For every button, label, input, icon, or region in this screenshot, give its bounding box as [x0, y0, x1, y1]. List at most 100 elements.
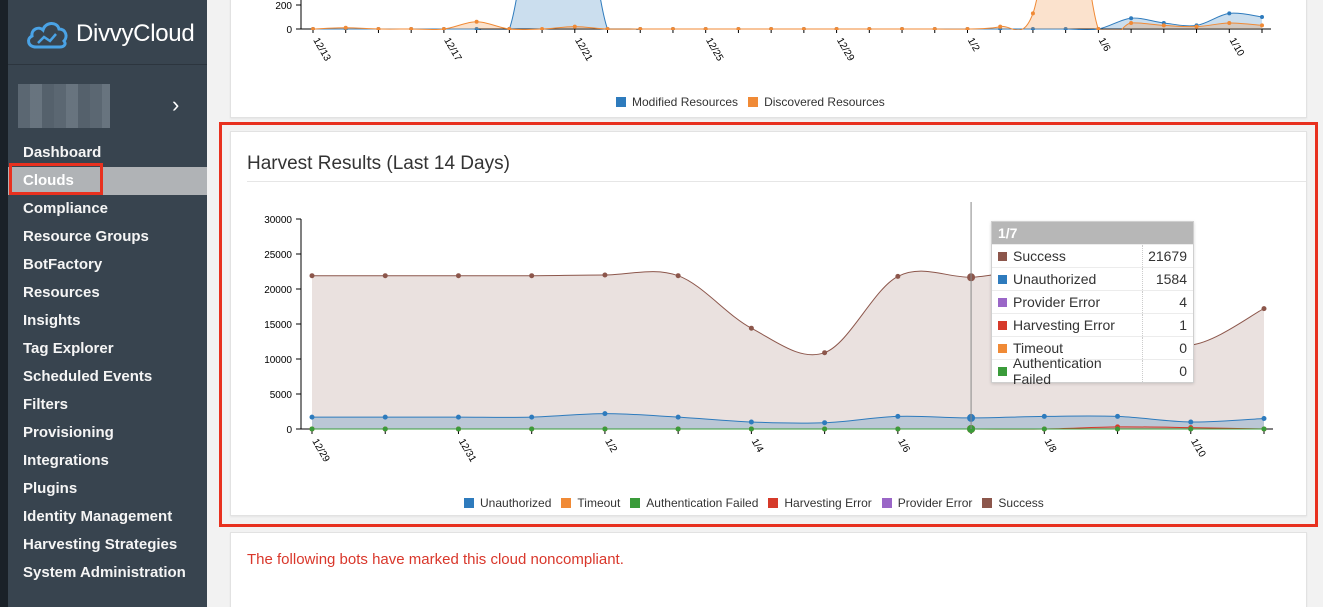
sidebar: DivvyCloud › Dashboard Clouds Compliance Re… — [8, 0, 207, 607]
sidebar-item-plugins[interactable]: Plugins — [23, 480, 78, 497]
sidebar-item-provisioning[interactable]: Provisioning — [23, 424, 114, 441]
legend-label: Success — [998, 496, 1044, 510]
data-point — [1188, 426, 1194, 432]
data-point — [409, 27, 414, 30]
legend-label: Harvesting Error — [784, 496, 872, 510]
data-point — [822, 426, 828, 432]
tooltip-series-name: Provider Error — [992, 291, 1143, 313]
tooltip-series-label: Timeout — [1013, 340, 1064, 356]
data-point — [455, 273, 461, 279]
data-point — [602, 426, 608, 432]
sidebar-item-insights[interactable]: Insights — [23, 312, 81, 329]
legend-item-timeout[interactable]: Timeout — [561, 496, 620, 510]
sidebar-item-tag-explorer[interactable]: Tag Explorer — [23, 340, 114, 357]
data-point — [1260, 23, 1264, 28]
tooltip-row: Success 21679 — [992, 244, 1193, 267]
data-point — [822, 350, 828, 356]
tooltip-row: Timeout 0 — [992, 336, 1193, 359]
sidebar-item-system-administration[interactable]: System Administration — [23, 564, 186, 581]
y-tick-label: 30000 — [264, 215, 292, 226]
data-point — [1260, 15, 1264, 19]
sidebar-item-clouds[interactable]: Clouds — [8, 167, 207, 195]
sidebar-item-compliance[interactable]: Compliance — [23, 200, 109, 217]
sidebar-item-scheduled-events[interactable]: Scheduled Events — [23, 368, 153, 385]
sidebar-item-harvesting-strategies[interactable]: Harvesting Strategies — [23, 536, 178, 553]
sidebar-item-identity-management[interactable]: Identity Management — [23, 508, 173, 525]
logo-text: DivvyCloud — [76, 20, 195, 47]
data-point — [455, 426, 461, 432]
x-tick-label: 1/6 — [1096, 36, 1113, 54]
sidebar-item-integrations[interactable]: Integrations — [23, 452, 109, 469]
series-line-modified-resources — [313, 0, 1263, 30]
sidebar-item-resource-groups[interactable]: Resource Groups — [23, 228, 149, 245]
tooltip-series-label: Authentication Failed — [1012, 355, 1102, 387]
data-point — [895, 273, 901, 279]
data-point — [343, 25, 348, 30]
sidebar-nav: Dashboard Clouds Compliance Resource Groups… — [8, 139, 207, 587]
x-tick-label: 12/13 — [310, 36, 332, 64]
harvest-legend: Unauthorized Timeout Authentication Fail… — [464, 496, 1054, 510]
series-area-discovered-resources — [313, 0, 1262, 30]
sidebar-item-filters[interactable]: Filters — [23, 396, 69, 413]
chevron-right-icon[interactable]: › — [172, 92, 180, 117]
legend-item-provider-error[interactable]: Provider Error — [881, 496, 972, 510]
y-tick-label: 10000 — [264, 355, 292, 366]
x-tick-label: 1/10 — [1227, 36, 1246, 59]
data-point — [703, 27, 708, 30]
tooltip-series-name: Authentication Failed — [992, 355, 1143, 387]
legend-item-unauthorized[interactable]: Unauthorized — [464, 496, 551, 510]
legend-item-authentication-failed[interactable]: Authentication Failed — [630, 496, 758, 510]
tooltip-series-name: Success — [992, 245, 1143, 267]
tooltip-series-value: 0 — [1179, 363, 1187, 379]
data-point — [540, 27, 545, 30]
legend-item-modified[interactable]: Modified Resources — [616, 95, 738, 109]
data-point — [1041, 426, 1047, 432]
tooltip-swatch — [998, 320, 1007, 330]
tooltip-swatch — [998, 297, 1007, 307]
tooltip-series-value: 1 — [1179, 317, 1187, 333]
data-point — [474, 27, 479, 30]
tooltip-series-label: Unauthorized — [1013, 271, 1097, 287]
data-point — [1261, 416, 1267, 421]
y-tick-label: 200 — [275, 1, 292, 12]
sidebar-item-dashboard[interactable]: Dashboard — [23, 144, 102, 161]
card-title: Harvest Results (Last 14 Days) — [247, 153, 510, 174]
logo[interactable]: DivvyCloud — [24, 14, 195, 54]
data-point — [382, 273, 388, 279]
data-point — [932, 27, 937, 30]
data-point — [1030, 11, 1035, 16]
sidebar-item-botfactory[interactable]: BotFactory — [23, 256, 103, 273]
legend-label: Timeout — [577, 496, 621, 510]
account-switcher-redacted[interactable] — [18, 84, 110, 128]
legend-item-harvesting-error[interactable]: Harvesting Error — [768, 496, 872, 510]
data-point — [311, 27, 315, 30]
x-tick-label: 12/21 — [572, 36, 594, 64]
data-point — [1227, 11, 1232, 16]
data-point — [895, 426, 901, 432]
data-point — [1115, 426, 1121, 432]
tooltip-series-name: Timeout — [992, 337, 1143, 359]
data-point — [748, 426, 754, 432]
y-tick-label: 5000 — [270, 390, 293, 401]
legend-item-discovered[interactable]: Discovered Resources — [748, 95, 885, 109]
legend-swatch — [616, 97, 626, 107]
data-point — [675, 273, 681, 279]
data-point — [900, 27, 905, 30]
legend-swatch — [881, 498, 892, 508]
y-tick-label: 0 — [286, 425, 292, 436]
data-point — [638, 27, 643, 30]
x-tick-label: 12/17 — [441, 36, 463, 64]
sidebar-item-resources[interactable]: Resources — [23, 284, 100, 301]
legend-label: Discovered Resources — [764, 95, 885, 109]
data-point — [529, 414, 535, 420]
tooltip-series-label: Provider Error — [1013, 294, 1101, 310]
data-point — [1194, 24, 1199, 29]
legend-item-success[interactable]: Success — [982, 496, 1044, 510]
tooltip-swatch — [998, 343, 1007, 353]
tooltip-swatch — [998, 274, 1007, 284]
x-tick-label: 1/2 — [965, 36, 982, 54]
data-point — [529, 273, 535, 279]
data-point — [769, 27, 774, 30]
tooltip-swatch — [998, 251, 1007, 261]
legend-swatch — [630, 498, 641, 508]
